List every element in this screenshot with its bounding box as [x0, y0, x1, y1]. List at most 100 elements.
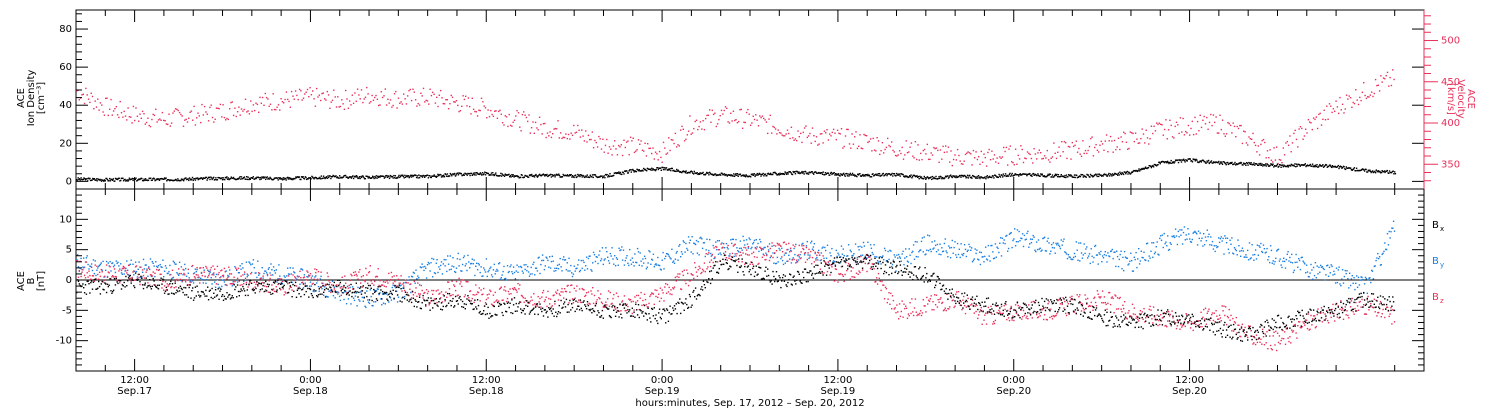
velocity-point	[116, 114, 119, 116]
by-point	[1320, 264, 1322, 267]
by-point	[1343, 275, 1346, 278]
by-point	[115, 260, 117, 262]
by-point	[1283, 257, 1285, 259]
by-point	[920, 249, 922, 251]
density-point	[330, 177, 332, 180]
by-point	[230, 282, 233, 285]
velocity-point	[823, 130, 826, 132]
velocity-point	[910, 142, 913, 144]
by-point	[1203, 233, 1205, 235]
by-point	[1073, 252, 1076, 255]
by-point	[1014, 228, 1016, 230]
bz-point	[141, 269, 144, 271]
by-point	[876, 256, 878, 258]
density-point	[1019, 173, 1021, 175]
density-point	[1057, 174, 1060, 176]
velocity-point	[1191, 120, 1193, 123]
bz-point	[553, 294, 555, 296]
by-point	[690, 251, 692, 253]
velocity-point	[441, 97, 443, 99]
by-point	[1353, 277, 1355, 279]
by-point	[247, 274, 249, 276]
density-point	[1072, 176, 1074, 178]
velocity-point	[1154, 130, 1157, 132]
bz-point	[510, 293, 512, 295]
by-point	[367, 299, 369, 301]
density-point	[1366, 171, 1369, 173]
density-point	[998, 173, 1000, 176]
by-point	[965, 255, 968, 258]
by-point	[906, 260, 909, 262]
by-point	[717, 253, 720, 255]
by-point	[83, 257, 85, 259]
velocity-point	[329, 107, 331, 109]
by-point	[1337, 269, 1339, 271]
by-point	[825, 257, 828, 259]
density-point	[629, 169, 632, 171]
velocity-point	[561, 137, 563, 140]
density-point	[319, 176, 321, 179]
density-point	[824, 172, 827, 174]
bz-point	[476, 293, 478, 296]
by-point	[944, 238, 946, 240]
by-point	[624, 259, 626, 262]
by-point	[324, 284, 327, 287]
by-point	[947, 256, 949, 258]
bz-point	[132, 271, 134, 273]
by-point	[669, 257, 671, 259]
density-point	[1361, 168, 1364, 170]
density-point	[1174, 161, 1176, 163]
bz-point	[340, 294, 342, 296]
velocity-point	[1298, 128, 1300, 130]
density-point	[320, 175, 323, 177]
bz-point	[476, 291, 479, 293]
by-point	[1251, 244, 1253, 246]
by-point	[254, 272, 256, 274]
velocity-point	[619, 146, 621, 148]
by-point	[1371, 269, 1373, 272]
velocity-point	[285, 91, 288, 93]
bz-point	[562, 291, 564, 293]
velocity-point	[1021, 148, 1023, 151]
velocity-point	[801, 141, 803, 144]
density-point	[889, 174, 892, 176]
bz-point	[228, 266, 230, 268]
density-point	[210, 176, 212, 178]
velocity-point	[548, 135, 550, 137]
density-point	[920, 176, 923, 178]
bz-point	[431, 289, 433, 292]
by-point	[546, 257, 548, 259]
density-point	[691, 171, 693, 173]
velocity-point	[1078, 147, 1080, 150]
density-point	[657, 168, 660, 171]
density-point	[483, 173, 485, 175]
density-point	[1283, 164, 1285, 166]
density-point	[1121, 171, 1123, 174]
bz-point	[629, 298, 632, 301]
by-point	[1075, 241, 1077, 243]
bz-point	[618, 310, 620, 312]
velocity-point	[784, 135, 786, 137]
velocity-point	[872, 137, 874, 140]
bz-point	[271, 284, 273, 286]
bz-point	[272, 288, 275, 290]
bz-point	[519, 284, 521, 286]
bz-point	[543, 300, 546, 303]
by-point	[608, 262, 611, 264]
density-point	[331, 176, 334, 178]
density-point	[1273, 166, 1275, 168]
density-point	[1098, 175, 1100, 178]
bz-point	[545, 296, 547, 298]
by-point	[1389, 237, 1391, 239]
by-point	[256, 276, 258, 279]
density-point	[745, 174, 747, 176]
top-panel-points	[76, 69, 1397, 182]
bz-point	[538, 301, 540, 303]
by-point	[731, 238, 734, 240]
velocity-point	[1324, 119, 1327, 121]
by-point	[1119, 253, 1121, 256]
bz-point	[521, 295, 524, 297]
velocity-point	[1351, 106, 1353, 108]
bz-point	[478, 287, 480, 289]
by-point	[815, 257, 817, 260]
